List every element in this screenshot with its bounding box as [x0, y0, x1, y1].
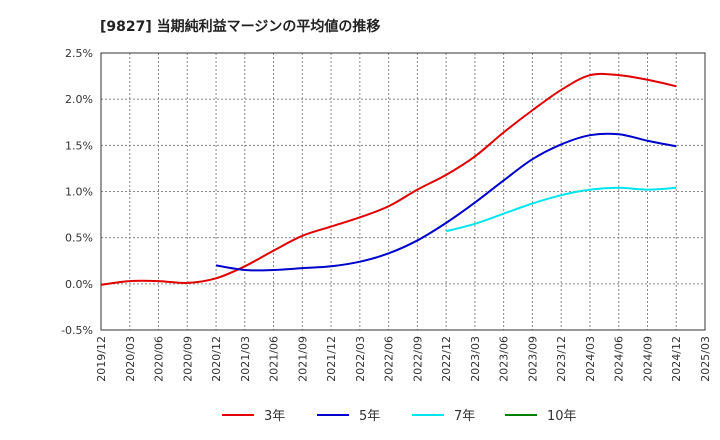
x-tick-label: 2022/06 — [383, 336, 396, 382]
x-tick-label: 2022/03 — [354, 336, 367, 382]
y-tick-label: 2.0% — [65, 93, 93, 106]
axes: 2019/12 2020/03 2020/06 2020/09 2020/12 2021/… — [61, 47, 712, 382]
legend-label-1: 5年 — [359, 409, 380, 424]
y-tick-label: 1.0% — [65, 186, 93, 199]
plot-area-border — [100, 52, 706, 331]
x-tick-label: 2023/09 — [526, 336, 539, 382]
series-lines — [100, 72, 677, 286]
x-tick-label: 2023/06 — [498, 336, 511, 382]
y-tick-label: -0.5% — [61, 324, 93, 337]
x-tick-label: 2024/06 — [613, 336, 626, 382]
x-tick-label: 2022/12 — [440, 336, 453, 382]
x-tick-label: 2022/09 — [411, 336, 424, 382]
x-tick-label: 2024/12 — [670, 336, 683, 382]
x-tick-label: 2023/12 — [555, 336, 568, 382]
grid — [101, 53, 705, 330]
x-tick-label: 2025/03 — [699, 336, 712, 382]
x-tick-label: 2019/12 — [95, 336, 108, 382]
x-tick-label: 2021/03 — [239, 336, 252, 382]
series-line-1 — [215, 132, 677, 272]
x-tick-label: 2020/12 — [210, 336, 223, 382]
legend: 3年 5年 7年 10年 — [222, 409, 577, 424]
legend-label-3: 10年 — [547, 409, 577, 424]
y-tick-label: 1.5% — [65, 139, 93, 152]
series-line-2 — [445, 186, 677, 233]
x-tick-label: 2021/12 — [325, 336, 338, 382]
x-tick-label: 2020/09 — [181, 336, 194, 382]
x-tick-label: 2021/09 — [296, 336, 309, 382]
legend-label-2: 7年 — [454, 409, 475, 424]
y-tick-label: 0.0% — [65, 278, 93, 291]
x-tick-label: 2024/03 — [584, 336, 597, 382]
legend-label-0: 3年 — [264, 409, 285, 424]
x-tick-label: 2020/03 — [124, 336, 137, 382]
chart-title: [9827] 当期純利益マージンの平均値の推移 — [100, 19, 381, 35]
x-tick-label: 2024/09 — [641, 336, 654, 382]
series-line-0 — [100, 72, 677, 286]
y-tick-label: 2.5% — [65, 47, 93, 60]
x-tick-label: 2021/06 — [268, 336, 281, 382]
x-tick-label: 2020/06 — [153, 336, 166, 382]
x-tick-label: 2023/03 — [469, 336, 482, 382]
y-tick-label: 0.5% — [65, 232, 93, 245]
